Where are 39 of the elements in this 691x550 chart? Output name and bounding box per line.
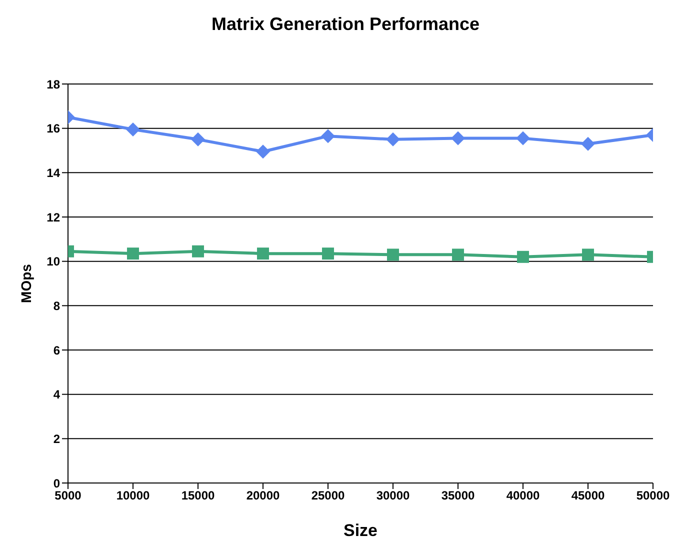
point	[517, 250, 529, 263]
x-tick-label: 25000	[311, 488, 346, 503]
point	[452, 248, 464, 261]
y-tick-label: 8	[53, 298, 60, 313]
y-tick-label: 16	[46, 122, 60, 136]
x-tick-label: 45000	[571, 488, 606, 503]
point	[257, 248, 269, 260]
x-tick-label: 20000	[246, 488, 280, 503]
y-tick-label: 14	[46, 166, 60, 180]
x-tick-label: 10000	[116, 488, 150, 503]
point	[582, 248, 594, 261]
point	[451, 131, 465, 146]
x-tick-label: 35000	[441, 488, 476, 503]
y-tick-label: 0	[53, 476, 60, 490]
point	[192, 245, 204, 258]
y-tick-label: 18	[46, 77, 60, 92]
point	[126, 122, 140, 136]
point	[516, 131, 530, 146]
x-tick-label: 30000	[376, 488, 410, 503]
point	[127, 248, 139, 260]
y-axis-title: MOps	[18, 264, 34, 303]
y-tick-label: 12	[46, 210, 60, 224]
point	[581, 136, 595, 151]
point	[322, 248, 334, 260]
x-tick-label: 15000	[181, 488, 216, 503]
y-tick-label: 4	[53, 388, 60, 402]
x-axis-title: Size	[343, 521, 378, 540]
x-tick-label: 5000	[54, 488, 82, 503]
point	[256, 144, 270, 159]
y-tick-label: 2	[53, 432, 60, 446]
point	[191, 132, 205, 146]
x-tick-label: 40000	[506, 488, 540, 503]
y-tick-label: 10	[46, 254, 60, 269]
x-tick-label: 50000	[636, 488, 670, 503]
chart-title: Matrix Generation Performance	[210, 13, 481, 36]
point	[321, 129, 335, 144]
y-tick-label: 6	[53, 343, 60, 358]
point	[386, 132, 400, 146]
point	[387, 248, 399, 261]
